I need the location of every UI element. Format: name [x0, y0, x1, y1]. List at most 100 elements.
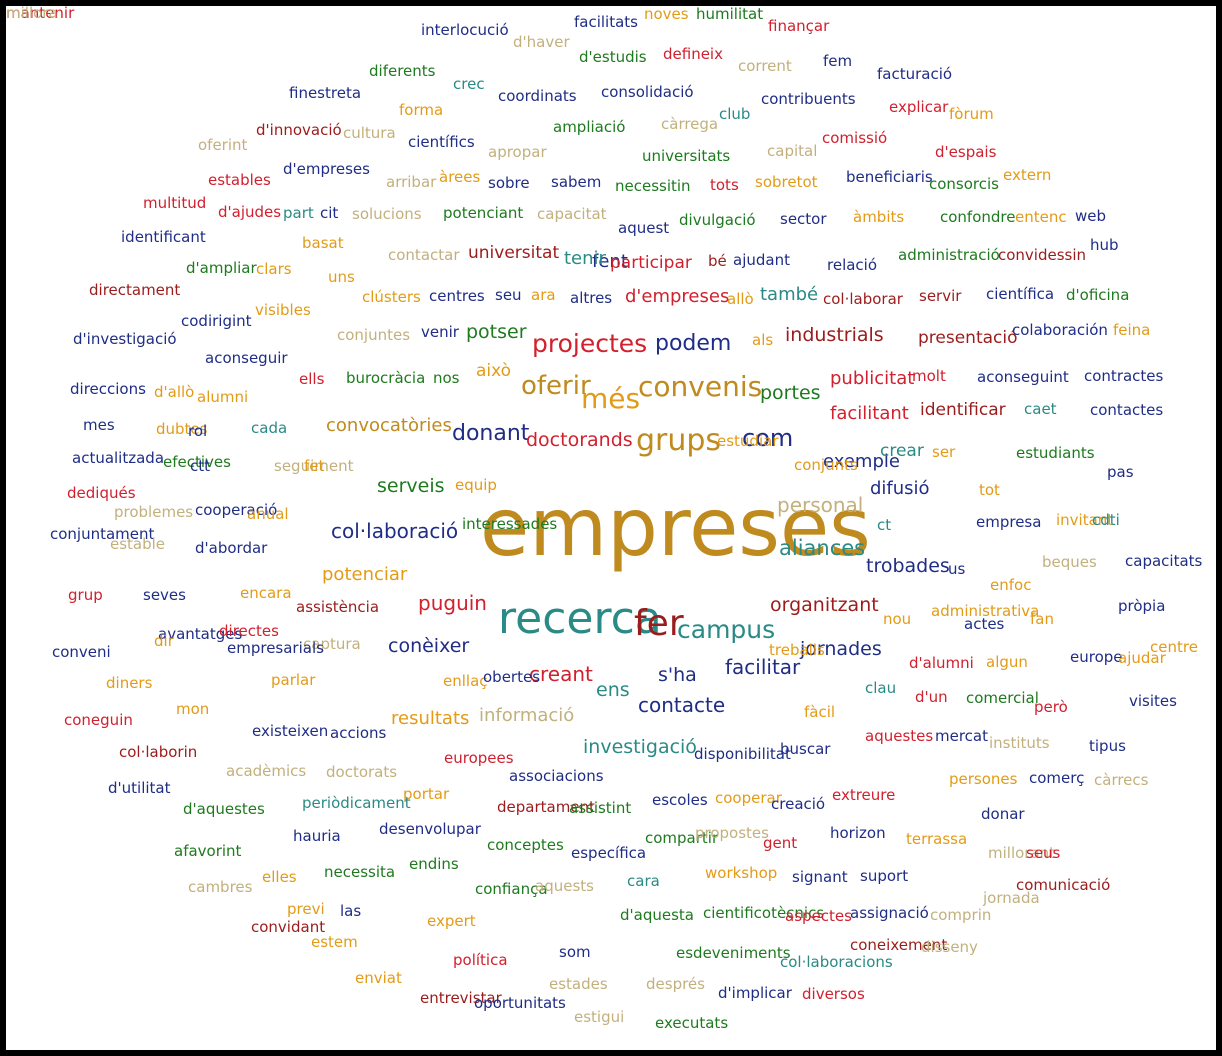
- word-161: seguiment: [274, 457, 354, 475]
- word-222: col·laborin: [119, 743, 198, 761]
- word-260: cara: [627, 872, 660, 890]
- word-82: d'empreses: [283, 160, 370, 178]
- word-96: part: [283, 204, 314, 222]
- word-256: necessita: [324, 863, 396, 881]
- word-221: tipus: [1089, 737, 1126, 755]
- word-199: d'alumni: [909, 654, 974, 672]
- word-99: potenciant: [443, 204, 524, 222]
- word-291: executats: [655, 1014, 729, 1032]
- word-206: enllaç: [443, 672, 488, 690]
- word-269: expert: [427, 912, 476, 930]
- word-207: obertes: [483, 668, 541, 686]
- word-241: creació: [771, 795, 826, 813]
- word-67: explicar: [889, 98, 949, 116]
- word-247: gent: [763, 834, 798, 852]
- word-165: dediqués: [67, 484, 136, 502]
- word-246: propostes: [695, 824, 769, 842]
- word-42: universitat: [468, 243, 560, 263]
- word-63: crec: [453, 75, 485, 93]
- word-240: cooperar: [715, 789, 782, 807]
- word-225: buscar: [780, 740, 831, 758]
- word-189: actes: [964, 615, 1005, 633]
- word-90: sobretot: [755, 173, 818, 191]
- word-198: empresarials: [227, 639, 324, 657]
- word-204: diners: [106, 674, 153, 692]
- word-229: persones: [949, 770, 1018, 788]
- word-170: anual: [247, 505, 289, 523]
- word-176: d'abordar: [195, 539, 268, 557]
- word-202: ajudar: [1118, 649, 1166, 667]
- word-40: fent: [592, 251, 628, 272]
- word-268: las: [340, 902, 362, 920]
- word-235: d'aquestes: [183, 800, 265, 818]
- word-41: potenciar: [322, 564, 408, 585]
- word-138: feina: [1113, 321, 1151, 339]
- word-195: treballs: [769, 641, 825, 659]
- word-68: fòrum: [949, 105, 994, 123]
- word-180: capacitats: [1125, 552, 1203, 570]
- word-230: comerç: [1029, 769, 1085, 787]
- word-244: desenvolupar: [379, 820, 481, 838]
- word-135: venir: [421, 323, 459, 341]
- word-289: oportunitats: [474, 994, 566, 1012]
- word-34: resultats: [391, 708, 470, 729]
- word-8: oferir: [521, 371, 591, 401]
- word-120: directament: [89, 281, 181, 299]
- word-220: instituts: [989, 734, 1050, 752]
- word-cloud: empreses recerca fer campus grups convenis més…: [6, 6, 1216, 1050]
- word-115: convidessin: [998, 246, 1087, 264]
- word-159: efectives: [163, 453, 231, 471]
- word-273: assignació: [850, 904, 929, 922]
- word-104: àmbits: [853, 208, 905, 226]
- word-201: europe: [1070, 648, 1123, 666]
- word-167: tot: [979, 481, 1000, 499]
- word-26: ens: [596, 679, 630, 701]
- word-190: fan: [1030, 610, 1054, 628]
- word-43: participar: [610, 253, 692, 273]
- word-192: avantatges: [158, 625, 243, 643]
- word-187: nou: [883, 610, 912, 628]
- word-211: comercial: [966, 689, 1039, 707]
- word-39: crear: [880, 441, 924, 461]
- word-271: cientificotècnics: [703, 904, 825, 922]
- word-50: interlocució: [421, 21, 509, 39]
- word-11: com: [742, 424, 794, 452]
- word-75: oferint: [198, 136, 248, 154]
- word-203: centre: [1150, 638, 1198, 656]
- word-205: parlar: [271, 671, 316, 689]
- word-286: d'implicar: [718, 984, 792, 1002]
- word-182: enfoc: [990, 576, 1032, 594]
- word-224: disponibilitat: [694, 745, 791, 763]
- word-262: signant: [792, 868, 848, 886]
- word-266: jornada: [983, 889, 1040, 907]
- word-249: terrassa: [906, 830, 968, 848]
- word-10: podem: [655, 331, 732, 356]
- word-263: suport: [860, 867, 909, 885]
- word-118: clars: [256, 260, 292, 278]
- word-106: entenc: [1015, 208, 1067, 226]
- word-122: centres: [429, 287, 485, 305]
- word-24: jornades: [800, 638, 882, 660]
- word-13: aliances: [779, 536, 866, 560]
- word-169: cooperació: [195, 501, 278, 519]
- word-145: contractes: [1084, 367, 1164, 385]
- word-248: horizon: [830, 824, 886, 842]
- word-45: també: [760, 284, 819, 305]
- word-109: basat: [302, 234, 344, 252]
- word-242: donar: [981, 805, 1025, 823]
- word-94: multitud: [143, 194, 207, 212]
- word-1: empreses: [480, 481, 871, 574]
- word-17: organitzant: [770, 594, 879, 616]
- word-216: existeixen: [252, 722, 329, 740]
- word-143: molt: [912, 367, 946, 385]
- word-65: consolidació: [601, 83, 694, 101]
- word-141: burocràcia: [346, 369, 426, 387]
- word-223: europees: [444, 749, 514, 767]
- word-175: estable: [110, 535, 166, 553]
- word-233: portar: [403, 785, 450, 803]
- word-231: càrrecs: [1094, 771, 1149, 789]
- word-277: som: [559, 943, 591, 961]
- word-98: solucions: [352, 205, 422, 223]
- word-200: algun: [986, 653, 1028, 671]
- word-84: arribar: [386, 173, 437, 191]
